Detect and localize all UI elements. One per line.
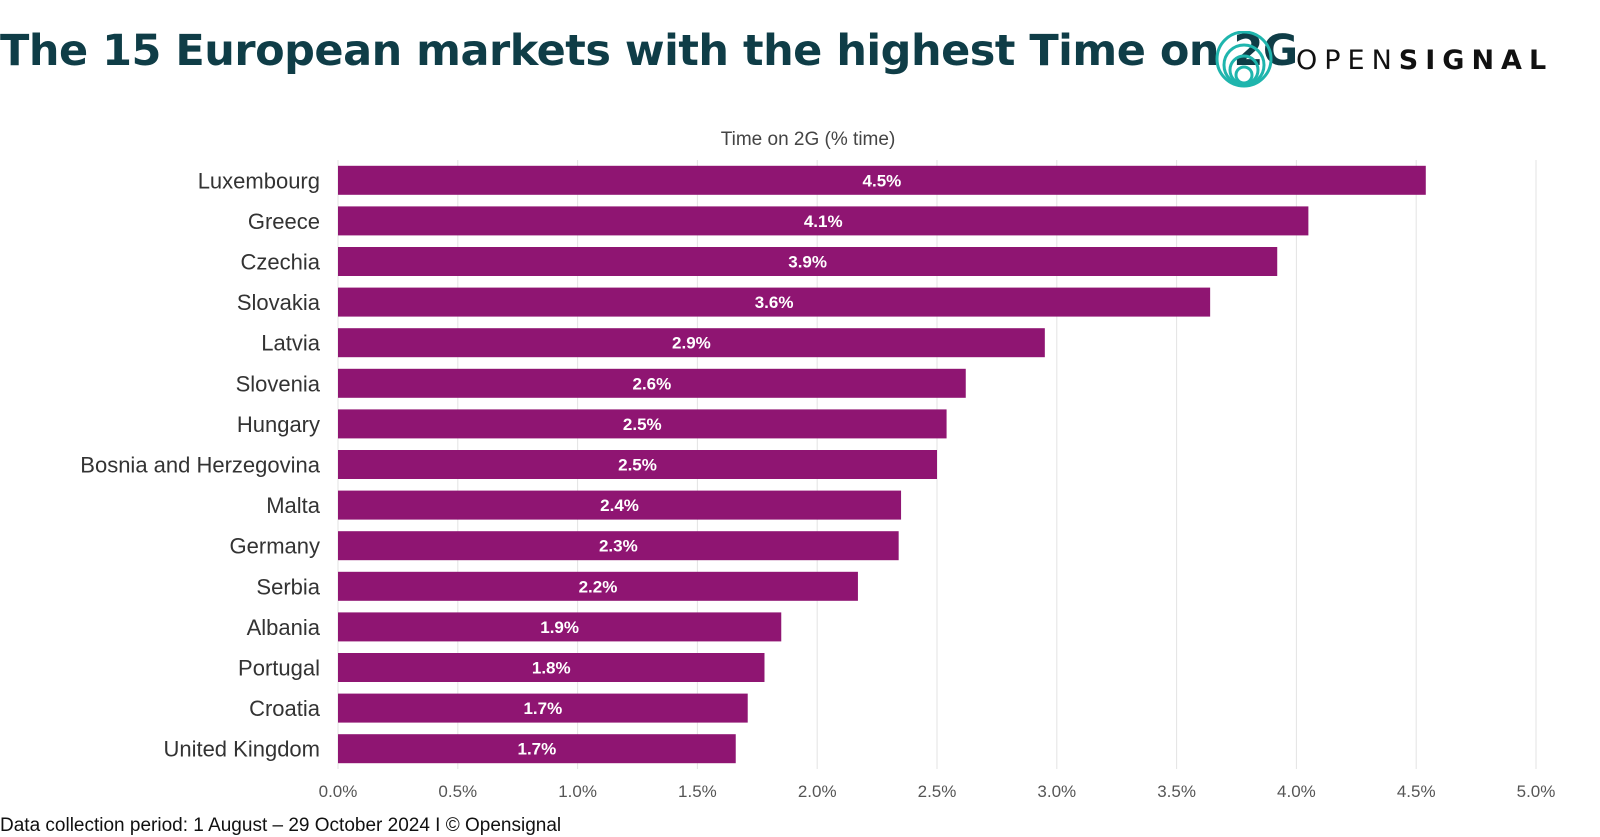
data-label: 1.7% bbox=[517, 740, 556, 759]
category-label: Albania bbox=[247, 615, 321, 640]
data-label: 2.3% bbox=[599, 537, 638, 556]
category-label: Greece bbox=[248, 209, 320, 234]
category-label: Serbia bbox=[256, 574, 320, 599]
bar bbox=[338, 247, 1278, 276]
category-label: United Kingdom bbox=[163, 737, 320, 762]
footer-source: Data collection period: 1 August – 29 Oc… bbox=[0, 815, 562, 836]
bar bbox=[338, 693, 748, 723]
x-tick-label: 1.0% bbox=[558, 782, 597, 801]
bar bbox=[338, 612, 782, 642]
bar bbox=[338, 206, 1309, 236]
bars: 4.5% 4.1% 3.9% 3.6% 2.9% 2.6% 2.5% 2.5% 2.4% 2.3%… bbox=[338, 165, 1426, 764]
opensignal-logo: OPENSIGNAL bbox=[1214, 31, 1553, 89]
data-label: 3.6% bbox=[755, 293, 794, 312]
data-label: 1.7% bbox=[523, 699, 562, 718]
bar bbox=[338, 287, 1211, 317]
category-label: Croatia bbox=[249, 696, 321, 721]
bar bbox=[338, 571, 858, 601]
x-tick-label: 2.5% bbox=[918, 782, 957, 801]
x-tick-label: 4.5% bbox=[1397, 782, 1436, 801]
data-label: 4.1% bbox=[804, 212, 843, 231]
category-label: Malta bbox=[266, 493, 321, 518]
category-labels: Luxembourg Greece Czechia Slovakia Latvia Slo… bbox=[80, 168, 320, 761]
bar bbox=[338, 165, 1426, 195]
category-label: Latvia bbox=[261, 331, 320, 356]
category-label: Luxembourg bbox=[198, 168, 320, 193]
bar-chart: 4.5% 4.1% 3.9% 3.6% 2.9% 2.6% 2.5% 2.5% 2.4% 2.3%… bbox=[80, 129, 1556, 801]
data-label: 2.5% bbox=[618, 456, 657, 475]
x-axis-label: Time on 2G (% time) bbox=[721, 129, 896, 150]
data-label: 1.9% bbox=[540, 618, 579, 637]
x-tick-label: 3.5% bbox=[1157, 782, 1196, 801]
brand-wordmark-light: OPEN bbox=[1296, 44, 1399, 76]
data-label: 2.2% bbox=[579, 577, 618, 596]
brand-wordmark: OPENSIGNAL bbox=[1296, 45, 1553, 76]
data-label: 2.4% bbox=[600, 496, 639, 515]
bar bbox=[338, 450, 937, 479]
x-tick-label: 5.0% bbox=[1517, 782, 1556, 801]
data-label: 1.8% bbox=[532, 659, 571, 678]
bar bbox=[338, 328, 1045, 358]
data-label: 3.9% bbox=[788, 253, 827, 272]
bar bbox=[338, 734, 736, 764]
bar bbox=[338, 653, 765, 682]
concentric-circles-logo-icon bbox=[1215, 31, 1273, 88]
brand-wordmark-bold: SIGNAL bbox=[1398, 44, 1554, 76]
category-label: Bosnia and Herzegovina bbox=[80, 453, 320, 478]
bar bbox=[338, 368, 966, 398]
bar bbox=[338, 490, 902, 520]
data-label: 2.9% bbox=[672, 334, 711, 353]
x-tick-label: 4.0% bbox=[1277, 782, 1316, 801]
data-label: 2.6% bbox=[633, 374, 672, 393]
x-tick-label: 3.0% bbox=[1037, 782, 1076, 801]
x-tick-label: 0.5% bbox=[438, 782, 477, 801]
category-label: Germany bbox=[230, 534, 320, 559]
category-label: Portugal bbox=[238, 656, 320, 681]
category-label: Czechia bbox=[241, 250, 321, 275]
category-label: Hungary bbox=[237, 412, 320, 437]
x-tick-label: 1.5% bbox=[678, 782, 717, 801]
category-label: Slovakia bbox=[237, 290, 321, 315]
category-label: Slovenia bbox=[236, 371, 321, 396]
x-tick-labels: 0.0% 0.5% 1.0% 1.5% 2.0% 2.5% 3.0% 3.5% 4.0% 4.5%… bbox=[319, 782, 1556, 801]
x-tick-label: 2.0% bbox=[798, 782, 837, 801]
data-label: 2.5% bbox=[623, 415, 662, 434]
bar bbox=[338, 531, 899, 561]
page-title: The 15 European markets with the highest… bbox=[0, 26, 1298, 76]
data-label: 4.5% bbox=[863, 171, 902, 190]
bar bbox=[338, 409, 947, 439]
x-tick-label: 0.0% bbox=[319, 782, 358, 801]
